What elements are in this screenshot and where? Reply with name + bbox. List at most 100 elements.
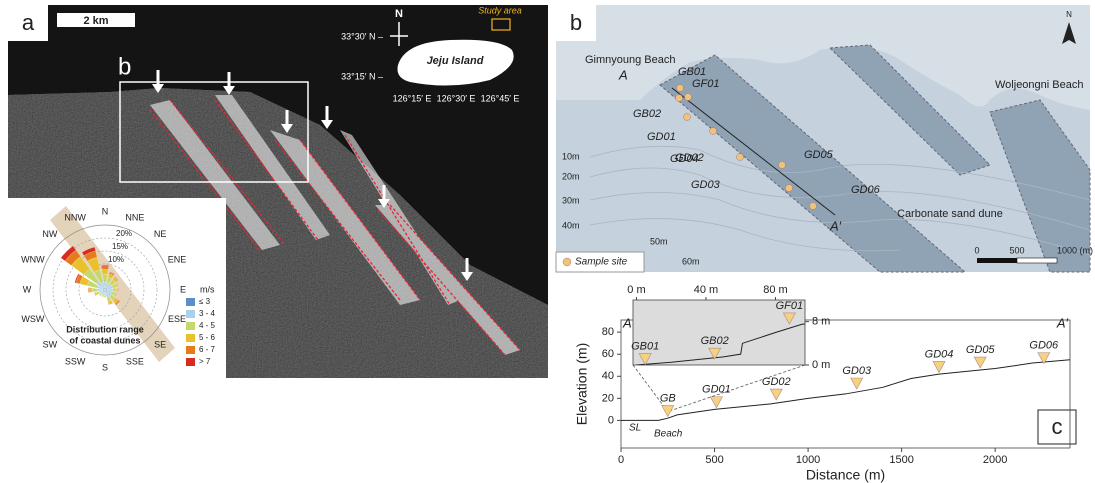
sample-site [779, 162, 786, 169]
sample-label: GD04 [670, 153, 699, 165]
sample-marker [851, 378, 863, 389]
direction-label: NNE [125, 212, 144, 222]
lat-label: 33°30′ N – [341, 31, 383, 41]
sample-site [676, 95, 683, 102]
lon-label: 126°45′ E [481, 93, 520, 103]
rose-segment [101, 267, 108, 270]
direction-label: SSE [126, 356, 144, 366]
panel-label: c [1052, 414, 1063, 439]
y-tick-label: 8 m [812, 316, 830, 328]
panel-b: b N Gimnyoung Beach Woljeongni Beach A A… [556, 5, 1093, 272]
sample-label: GB01 [631, 340, 659, 352]
sample-label: GD01 [647, 131, 676, 143]
direction-label: S [102, 362, 108, 372]
legend-swatch [186, 322, 195, 330]
x-tick-label: 500 [705, 454, 723, 466]
rose-annotation: of coastal dunes [69, 335, 140, 345]
sample-label: GB [660, 392, 676, 404]
sample-label: GD04 [925, 348, 954, 360]
annotation: A [622, 315, 632, 330]
legend-label: ≤ 3 [199, 297, 211, 306]
y-tick-label: 0 [608, 414, 614, 426]
scale-label: 1000 (m) [1057, 245, 1093, 255]
y-tick-label: 20 [602, 392, 614, 404]
rose-segment [117, 288, 118, 292]
legend-label: Sample site [575, 257, 628, 268]
r-tick-label: 20% [116, 229, 132, 238]
x-tick-label: 1000 [796, 454, 820, 466]
scale-label: 0 [974, 245, 979, 255]
sample-site [710, 128, 717, 135]
direction-label: N [102, 206, 109, 216]
sample-label: GF01 [776, 300, 804, 312]
scale-label: 2 km [83, 15, 108, 27]
lon-label: 126°30′ E [437, 93, 476, 103]
direction-label: WSW [21, 314, 44, 324]
direction-label: NNW [64, 212, 86, 222]
annotation: Beach [654, 429, 683, 440]
legend-swatch [186, 310, 195, 318]
annotation: A′ [1056, 315, 1069, 330]
north-label: N [395, 8, 403, 20]
legend-swatch [186, 346, 195, 354]
sample-site [684, 114, 691, 121]
x-tick-label: 0 [618, 454, 624, 466]
lat-label: 33°15′ N – [341, 71, 383, 81]
direction-label: SSW [65, 356, 86, 366]
legend-label: > 7 [199, 357, 211, 366]
legend-swatch [186, 358, 195, 366]
y-tick-label: 60 [602, 348, 614, 360]
direction-label: WNW [21, 255, 45, 265]
x-tick-label: 0 m [627, 284, 645, 296]
dune-label: Carbonate sand dune [897, 208, 1003, 220]
place-label: Woljeongni Beach [995, 79, 1083, 91]
legend-label: 4 - 5 [199, 321, 216, 330]
sample-marker [710, 397, 722, 408]
rose-segment [89, 288, 92, 293]
x-tick-label: 2000 [983, 454, 1007, 466]
north-label: N [1066, 10, 1072, 19]
panel-a: b a 2 km N 33°30′ N – 33°15′ N – Jeju Is… [8, 5, 548, 378]
sample-marker [662, 406, 674, 417]
r-tick-label: 10% [108, 255, 124, 264]
rose-segment [104, 293, 106, 296]
direction-label: W [23, 284, 32, 294]
panel-label: a [22, 10, 35, 35]
direction-label: SE [154, 340, 166, 350]
contour-label: 10m [562, 151, 580, 161]
sample-site [737, 154, 744, 161]
direction-label: NW [42, 229, 57, 239]
sample-marker [770, 389, 782, 400]
sample-label: GB02 [701, 335, 729, 347]
panel-label: b [570, 10, 582, 35]
sample-marker [933, 361, 945, 372]
legend-label: 3 - 4 [199, 309, 216, 318]
legend-swatch [186, 298, 195, 306]
x-tick-label: 80 m [763, 284, 787, 296]
direction-label: ENE [168, 255, 187, 265]
sample-site [677, 85, 684, 92]
rose-segment [113, 288, 117, 292]
rose-segment [101, 265, 109, 267]
x-axis-label: Distance (m) [806, 467, 885, 483]
rose-segment [102, 269, 109, 274]
sample-site [810, 203, 817, 210]
sample-label: GD01 [702, 384, 731, 396]
section-label: A′ [829, 218, 842, 233]
x-tick-label: 1500 [889, 454, 913, 466]
annotation: SL [629, 423, 641, 434]
inset-label: b [118, 53, 131, 80]
section-label: A [618, 67, 628, 82]
sample-label: GD06 [851, 184, 881, 196]
place-label: Gimnyoung Beach [585, 54, 676, 66]
direction-label: E [180, 284, 186, 294]
rose-segment [104, 295, 106, 296]
sample-label: GF01 [692, 78, 720, 90]
r-tick-label: 15% [112, 242, 128, 251]
legend-label: 6 - 7 [199, 345, 216, 354]
contour-label: 20m [562, 171, 580, 181]
sample-label: GB01 [678, 66, 706, 78]
lon-label: 126°15′ E [393, 93, 432, 103]
y-axis-label: Elevation (m) [574, 343, 590, 425]
study-area-label: Study area [478, 5, 522, 15]
